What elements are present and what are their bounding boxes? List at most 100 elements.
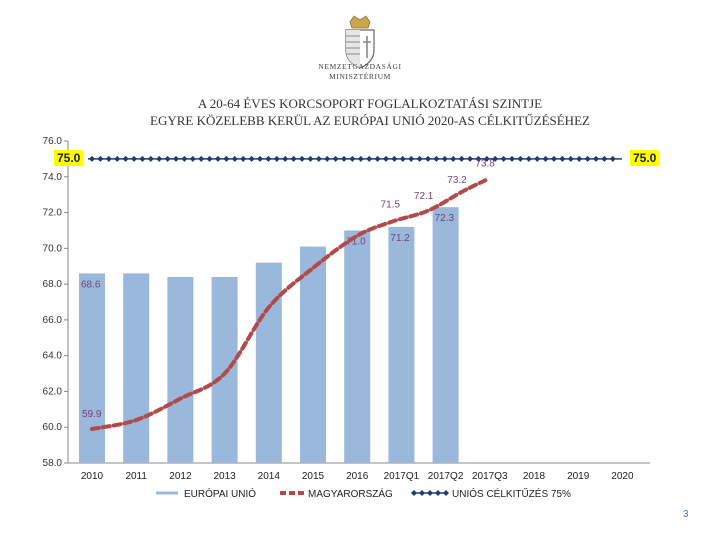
target-marker bbox=[206, 155, 213, 162]
target-marker bbox=[433, 155, 440, 162]
target-marker bbox=[181, 155, 188, 162]
target-marker bbox=[593, 155, 599, 162]
hungary-line bbox=[90, 178, 488, 432]
target-marker bbox=[139, 155, 146, 162]
eu-data-label: 68.6 bbox=[81, 279, 101, 290]
target-marker bbox=[332, 155, 339, 162]
target-marker bbox=[399, 155, 406, 162]
target-marker bbox=[609, 155, 616, 162]
x-tick-label: 2014 bbox=[258, 471, 281, 482]
target-marker bbox=[147, 155, 154, 162]
target-marker bbox=[240, 155, 247, 162]
target-marker bbox=[265, 155, 272, 162]
target-marker bbox=[534, 155, 541, 162]
hungary-data-label: 71.5 bbox=[381, 200, 401, 211]
eu-bar bbox=[344, 230, 371, 463]
target-marker bbox=[357, 155, 364, 162]
y-tick-label: 68.0 bbox=[43, 279, 63, 290]
target-marker bbox=[425, 155, 431, 162]
target-marker bbox=[156, 155, 163, 162]
eu-data-label: 71.0 bbox=[346, 236, 366, 247]
x-tick-label: 2010 bbox=[81, 471, 104, 482]
target-marker bbox=[223, 155, 230, 162]
coat-of-arms-logo bbox=[345, 15, 375, 69]
ministry-name-line-2: Minisztérium bbox=[329, 72, 391, 81]
target-marker bbox=[559, 155, 566, 162]
x-tick-label: 2013 bbox=[213, 471, 236, 482]
target-marker bbox=[131, 155, 137, 162]
eu-data-label: 71.2 bbox=[390, 233, 410, 244]
target-marker bbox=[341, 155, 347, 162]
legend-eu-label: EURÓPAI UNIÓ bbox=[184, 487, 256, 500]
hungary-data-label: 59.9 bbox=[82, 409, 102, 420]
target-marker bbox=[97, 155, 104, 162]
target-marker bbox=[584, 155, 591, 162]
target-marker bbox=[551, 155, 557, 162]
target-marker bbox=[576, 155, 583, 162]
eu-data-label: 72.3 bbox=[435, 213, 455, 224]
target-marker bbox=[542, 155, 549, 162]
target-marker bbox=[441, 155, 448, 162]
hungary-data-label: 72.1 bbox=[414, 191, 434, 202]
target-marker bbox=[483, 155, 490, 162]
chart-title-line-2: EGYRE KÖZELEBB KERÜL AZ EURÓPAI UNIÓ 202… bbox=[150, 113, 590, 128]
target-marker bbox=[273, 155, 280, 162]
eu-bar bbox=[211, 276, 238, 463]
page-number: 3 bbox=[683, 509, 689, 520]
target-marker bbox=[173, 155, 179, 162]
target-marker bbox=[89, 155, 95, 162]
target-marker bbox=[114, 155, 121, 162]
target-marker bbox=[383, 155, 389, 162]
target-marker bbox=[492, 155, 499, 162]
hungary-data-label: 73.8 bbox=[475, 158, 495, 169]
y-tick-label: 72.0 bbox=[43, 208, 63, 219]
eu-bar bbox=[300, 246, 326, 463]
ministry-name-line-1: Nemzetgazdasági bbox=[318, 62, 402, 71]
target-marker bbox=[601, 155, 608, 162]
y-tick-label: 60.0 bbox=[43, 422, 63, 433]
y-tick-label: 64.0 bbox=[43, 351, 63, 362]
x-tick-label: 2017Q2 bbox=[428, 471, 464, 482]
target-marker bbox=[215, 155, 221, 162]
target-marker bbox=[122, 155, 129, 162]
target-marker bbox=[315, 155, 322, 162]
target-marker bbox=[248, 155, 255, 162]
target-marker bbox=[105, 155, 112, 162]
legend-target-marker bbox=[443, 490, 449, 496]
target-marker bbox=[467, 155, 473, 162]
target-marker bbox=[307, 155, 314, 162]
legend-hungary-label: MAGYARORSZÁG bbox=[308, 487, 393, 500]
target-marker bbox=[189, 155, 196, 162]
x-tick-label: 2012 bbox=[169, 471, 192, 482]
x-tick-label: 2017Q1 bbox=[384, 471, 420, 482]
target-marker bbox=[500, 155, 507, 162]
y-tick-label: 70.0 bbox=[43, 243, 63, 254]
chart-title-line-1: A 20-64 ÉVES KORCSOPORT FOGLALKOZTATÁSI … bbox=[197, 96, 543, 111]
legend-target-marker bbox=[411, 490, 417, 496]
legend-target-marker bbox=[419, 490, 425, 496]
y-tick-label: 66.0 bbox=[43, 315, 63, 326]
y-tick-label: 74.0 bbox=[43, 172, 63, 183]
y-tick-label: 76.0 bbox=[43, 136, 63, 147]
target-marker bbox=[567, 155, 574, 162]
x-tick-label: 2020 bbox=[611, 471, 634, 482]
eu-bar bbox=[388, 226, 415, 463]
target-marker bbox=[231, 155, 238, 162]
target-marker bbox=[458, 155, 465, 162]
target-marker bbox=[324, 155, 331, 162]
target-label-right: 75.0 bbox=[630, 150, 660, 166]
target-marker bbox=[416, 155, 423, 162]
target-marker bbox=[366, 155, 373, 162]
hungary-data-label: 73.2 bbox=[447, 175, 467, 186]
legend-target-marker bbox=[427, 490, 433, 496]
legend-target-marker bbox=[435, 490, 441, 496]
x-tick-label: 2011 bbox=[125, 471, 147, 482]
y-tick-label: 62.0 bbox=[43, 386, 63, 397]
target-marker bbox=[509, 155, 515, 162]
target-marker bbox=[391, 155, 398, 162]
x-tick-label: 2019 bbox=[567, 471, 590, 482]
eu-bar bbox=[123, 273, 150, 463]
target-marker bbox=[374, 155, 381, 162]
target-marker bbox=[517, 155, 524, 162]
